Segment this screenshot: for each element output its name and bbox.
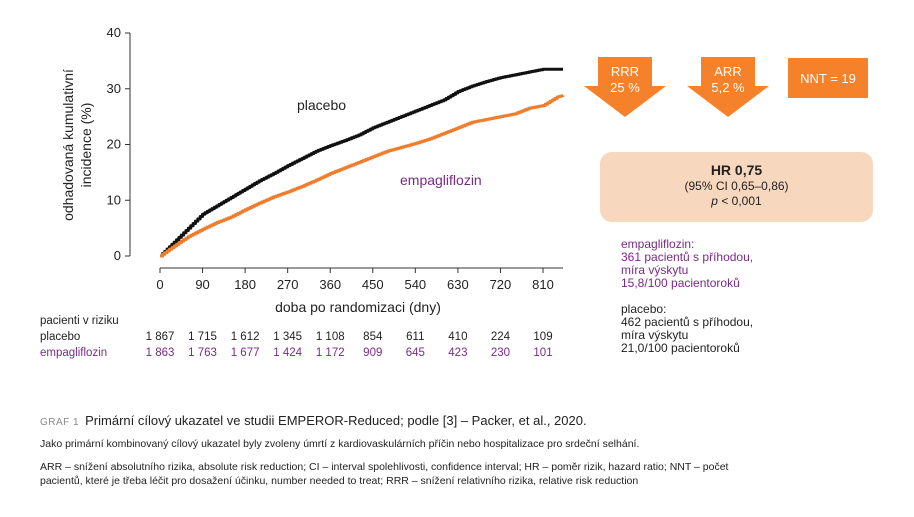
- empa-stats-line: 361 pacientů s příhodou,: [621, 250, 754, 264]
- risk-value: 1 763: [188, 347, 217, 359]
- rrr-label: RRR 25 %: [587, 64, 663, 96]
- risk-value: 909: [363, 347, 383, 359]
- risk-row-label-placebo: placebo: [40, 331, 81, 343]
- x-tick-label: 0: [156, 277, 163, 292]
- y-axis-label: incidence (%): [78, 103, 94, 188]
- y-tick-label: 10: [107, 192, 121, 207]
- rrr-title: RRR: [610, 64, 640, 79]
- arr-label: ARR 5,2 %: [690, 64, 766, 96]
- risk-value: 1 172: [315, 347, 345, 359]
- empa-stats-line: empagliflozin:: [621, 237, 695, 251]
- figure-tag: GRAF 1: [40, 417, 80, 428]
- x-tick-label: 90: [195, 277, 209, 292]
- hr-title: HR 0,75: [710, 162, 763, 178]
- x-tick-label: 720: [490, 277, 512, 292]
- risk-value: 854: [363, 331, 383, 343]
- x-tick-label: 450: [362, 277, 384, 292]
- x-tick-label: 540: [404, 277, 426, 292]
- placebo-stats-line: 21,0/100 pacientoroků: [621, 341, 740, 355]
- risk-value: 224: [490, 331, 511, 343]
- figure-title: Primární cílový ukazatel ve studii EMPER…: [85, 413, 587, 428]
- y-tick-label: 40: [107, 25, 121, 40]
- series-line-empagliflozin: [160, 94, 565, 258]
- arr-title: ARR: [714, 64, 742, 79]
- rrr-value: 25 %: [610, 80, 640, 95]
- x-tick-label: 270: [277, 277, 299, 292]
- series-line-placebo: [160, 67, 564, 258]
- empa-stats-line: 15,8/100 pacientoroků: [621, 276, 740, 290]
- nnt-box: NNT = 19: [788, 58, 868, 98]
- risk-value: 230: [490, 347, 511, 359]
- arr-value: 5,2 %: [711, 80, 745, 95]
- risk-value: 109: [533, 331, 553, 343]
- hr-ci: (95% CI 0,65–0,86): [684, 179, 789, 193]
- x-tick-label: 180: [234, 277, 256, 292]
- risk-value: 423: [448, 347, 468, 359]
- placebo-stats-line: placebo:: [621, 302, 667, 316]
- risk-value: 101: [533, 347, 553, 359]
- series-label-placebo: placebo: [297, 97, 347, 113]
- risk-value: 1 108: [315, 331, 345, 343]
- risk-value: 1 677: [230, 347, 260, 359]
- risk-value: 1 345: [273, 331, 303, 343]
- x-tick-label: 360: [319, 277, 341, 292]
- hr-pvalue: p < 0,001: [711, 194, 762, 208]
- risk-value: 1 867: [145, 331, 175, 343]
- risk-value: 645: [405, 347, 425, 359]
- placebo-stats-line: míra výskytu: [621, 328, 689, 342]
- risk-value: 1 424: [273, 347, 303, 359]
- risk-row-label-empagliflozin: empagliflozin: [40, 347, 108, 359]
- x-axis-label: doba po randomizaci (dny): [275, 299, 441, 315]
- caption-line: ARR – snížení absolutního rizika, absolu…: [40, 461, 729, 473]
- rrr-arrow-shape: [584, 57, 666, 117]
- empa-stats-line: míra výskytu: [621, 263, 689, 277]
- figure-caption-title: GRAF 1 Primární cílový ukazatel ve studii…: [40, 413, 587, 428]
- series-label-empagliflozin: empagliflozin: [400, 172, 482, 188]
- empagliflozin-stats: empagliflozin: 361 pacientů s příhodou, …: [621, 238, 753, 290]
- chart-axes: 0 10 20 30 40 0 90 180 270 360 450 540 630 720 810 doba…: [60, 25, 563, 315]
- risk-value: 1 863: [145, 347, 175, 359]
- risk-value: 1 612: [230, 331, 260, 343]
- x-tick-label: 810: [532, 277, 554, 292]
- caption-line: pacientů, které je třeba léčit pro dosaž…: [40, 475, 639, 487]
- risk-value: 611: [406, 331, 425, 343]
- risk-table-heading: pacienti v riziku: [40, 315, 119, 327]
- y-tick-label: 0: [114, 248, 121, 263]
- y-axis-label: odhadovaná kumulativní: [60, 69, 76, 221]
- y-tick-label: 20: [107, 137, 121, 152]
- placebo-stats-line: 462 pacientů s příhodou,: [621, 315, 754, 329]
- nnt-value: NNT = 19: [800, 70, 856, 86]
- risk-value: 410: [448, 331, 468, 343]
- arr-arrow-shape: [687, 57, 769, 117]
- x-tick-label: 630: [447, 277, 469, 292]
- risk-value: 1 715: [188, 331, 217, 343]
- hazard-ratio-box: HR 0,75 (95% CI 0,65–0,86) p < 0,001: [600, 152, 873, 222]
- chart-series: [160, 67, 565, 258]
- y-tick-label: 30: [107, 81, 121, 96]
- placebo-stats: placebo: 462 pacientů s příhodou, míra v…: [621, 303, 753, 355]
- caption-line: Jako primární kombinovaný cílový ukazate…: [40, 438, 640, 450]
